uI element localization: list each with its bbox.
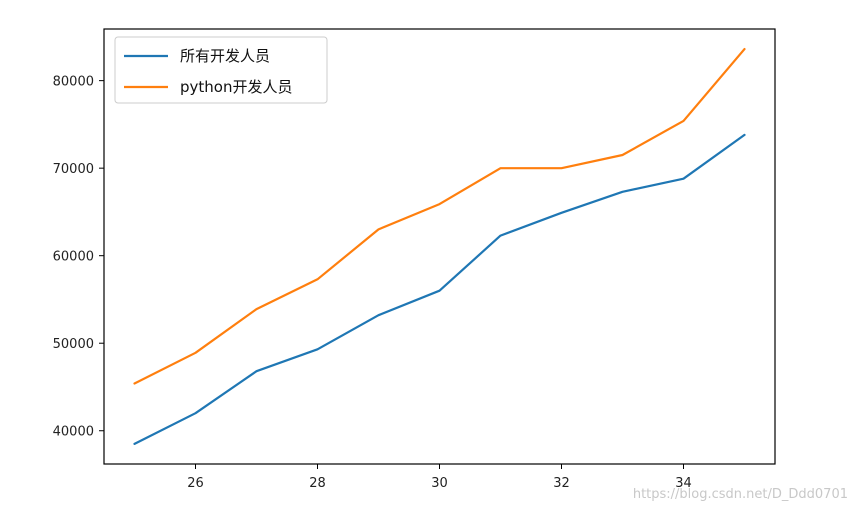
x-tick-label: 30 <box>431 476 448 491</box>
legend: 所有开发人员 python开发人员 <box>114 36 328 104</box>
x-tick-label: 26 <box>187 476 204 491</box>
y-tick-label: 80000 <box>53 75 94 90</box>
plot-area <box>133 47 746 445</box>
legend-label-python-developers: python开发人员 <box>180 78 292 96</box>
legend-label-all-developers: 所有开发人员 <box>180 47 270 65</box>
watermark: https://blog.csdn.net/D_Ddd0701 <box>633 487 848 502</box>
y-axis: 40000 50000 60000 70000 80000 <box>53 75 104 440</box>
y-tick-label: 70000 <box>53 162 94 177</box>
x-tick-label: 28 <box>309 476 326 491</box>
series-line-1 <box>133 47 746 385</box>
x-tick-label: 32 <box>553 476 570 491</box>
y-tick-label: 50000 <box>53 337 94 352</box>
y-tick-label: 40000 <box>53 425 94 440</box>
x-tick-label: 34 <box>675 476 692 491</box>
series-line-0 <box>133 133 746 445</box>
x-axis: 26 28 30 32 34 <box>187 464 692 491</box>
y-tick-label: 60000 <box>53 250 94 265</box>
